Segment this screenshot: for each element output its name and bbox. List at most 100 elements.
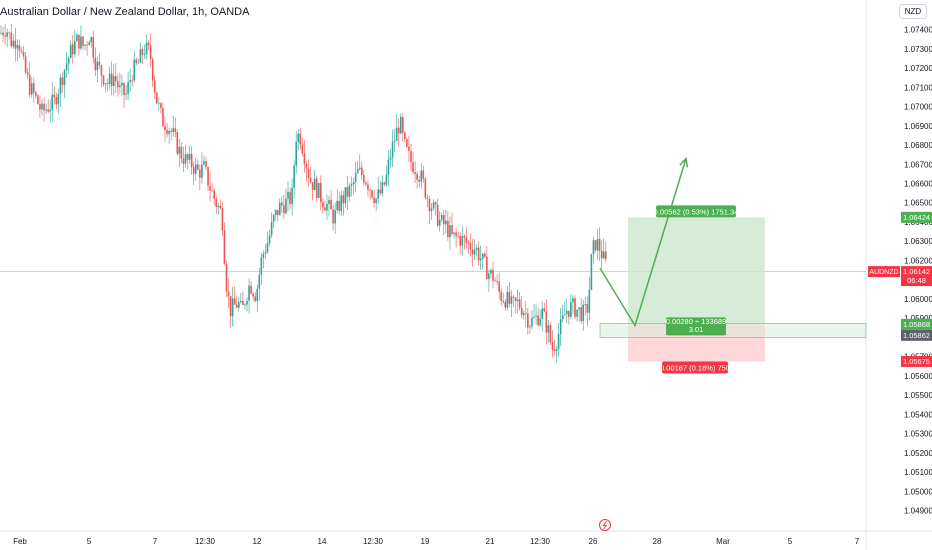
candle-body [186,154,189,160]
price-badge-target[interactable]: 1.06424 [901,211,932,223]
candle-body [129,80,131,83]
candle-body [410,151,412,163]
candle-body [240,300,242,303]
price-badge-entry[interactable]: 1.05868 [901,318,932,330]
candle-body [516,299,519,301]
candle-body [432,202,435,209]
candle-body [555,348,558,352]
y-tick-label: 1.07400 [904,26,932,35]
candle-body [295,141,297,166]
candle-body [201,164,203,178]
candle-body [371,190,373,198]
price-badge-bg [901,266,932,287]
candle-body [301,144,304,154]
candle-body [354,173,357,183]
y-tick-label: 1.05900 [904,314,932,323]
stop-label[interactable]: 0.00187 (0.18%) 750 [660,361,730,374]
candle-body [303,153,306,165]
candle-body [385,174,388,185]
candle-body [350,184,353,186]
price-badge-bg [901,318,932,330]
price-badge-stop[interactable]: 1.05675 [901,355,932,367]
candle-body [96,61,99,71]
candle-body [367,184,369,190]
y-tick-label: 1.06700 [904,160,932,169]
candle-body [92,37,95,58]
target-zone[interactable] [628,217,765,325]
currency-badge[interactable]: NZD [899,4,927,19]
candle-body [438,219,441,226]
price-badge-countdown: 06:48 [907,276,926,285]
candle-body [498,281,500,292]
y-tick-label: 1.04900 [904,507,932,516]
candle-body [143,54,146,56]
event-marker-icon[interactable] [599,519,611,531]
candle-body [492,269,494,281]
candle-body [178,146,181,154]
x-tick-label: 5 [87,537,92,546]
y-tick-label: 1.05600 [904,372,932,381]
candle-body [266,243,269,253]
candle-body [125,93,127,95]
candle-body [375,198,377,204]
y-tick-label: 1.05400 [904,410,932,419]
candle-body [242,300,244,305]
candle-body [108,73,111,85]
candle-body [217,205,220,207]
candle-body [100,65,103,76]
y-tick-label: 1.06300 [904,237,932,246]
candle-body [324,207,326,211]
price-badge-current[interactable]: 1.05862 [901,329,932,341]
candle-body [276,209,279,216]
candle-body [94,57,97,71]
candle-body [561,315,564,320]
candle-body [262,253,265,258]
candle-body [141,49,144,55]
candle-body [211,190,213,192]
candle-body [336,200,338,211]
x-tick-label: 19 [421,537,430,546]
y-tick-label: 1.07200 [904,64,932,73]
candle-body [272,215,275,222]
candle-body [566,310,568,315]
candle-body [238,302,240,308]
symbol-badge[interactable]: AUDNZD [868,266,900,278]
candle-body [63,70,66,85]
candle-body [459,236,461,246]
candle-body [221,208,224,231]
candle-body [86,44,88,46]
candle-body [570,302,572,317]
candle-body [490,269,492,274]
candle-body [443,215,445,225]
candle-body [518,299,521,308]
candle-body [356,169,359,174]
candle-body [479,258,482,261]
candle-body [344,187,347,204]
candle-body [484,253,486,257]
candle-body [475,247,478,250]
candle-body [102,75,105,85]
candle-body [88,42,90,46]
candle-body [112,76,115,87]
candle-body [449,225,451,238]
candle-body [531,317,533,327]
candle-body [20,50,23,52]
y-tick-label: 1.06600 [904,180,932,189]
x-tick-label: 14 [318,537,327,546]
candle-body [533,316,535,318]
candle-body [502,300,505,302]
x-tick-label: 5 [788,537,793,546]
target-label[interactable]: 0.00562 (0.53%) 1751.34 [654,205,739,218]
candle-body [313,178,316,191]
candle-body [422,170,425,179]
candle-body [309,177,312,183]
candle-body [51,94,54,110]
y-tick-label: 1.07100 [904,83,932,92]
candle-body [123,82,125,95]
candle-body [420,170,423,182]
candle-body [18,45,21,51]
